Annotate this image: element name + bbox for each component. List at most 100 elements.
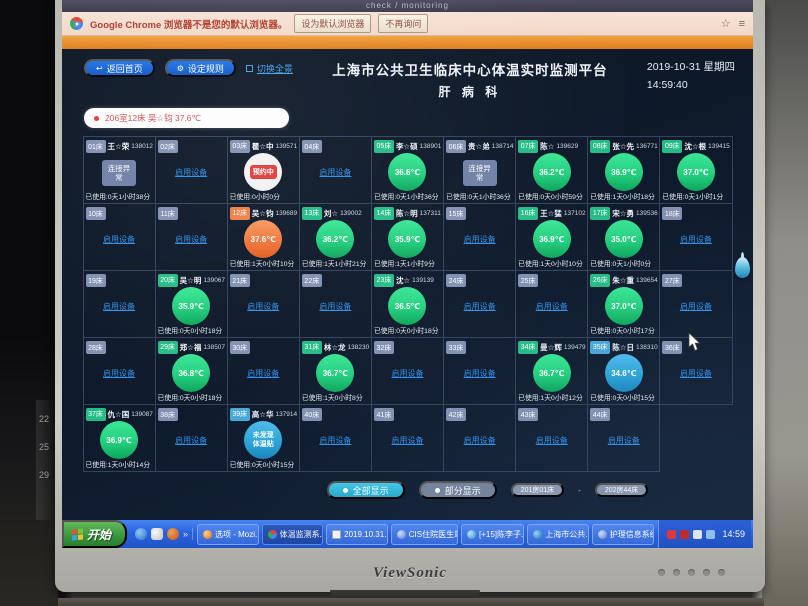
bed-card-header: 27床: [662, 273, 729, 288]
enable-device-link[interactable]: 启用设备: [607, 436, 640, 445]
enable-device-link[interactable]: 启用设备: [679, 302, 712, 311]
enable-device-link[interactable]: 启用设备: [463, 369, 496, 378]
enable-device-link[interactable]: 启用设备: [103, 235, 136, 244]
bed-number-tag: 31床: [301, 340, 322, 354]
bed-card: 05床 李☆硕 138901 36.6℃ 已使用:0天1小时36分: [371, 137, 445, 204]
bookmark-star-icon[interactable]: ☆: [720, 18, 731, 30]
taskbar-item-label: [+15]陈李子...: [478, 529, 525, 539]
enable-device-link[interactable]: 启用设备: [391, 436, 424, 445]
patient-id: 138230: [347, 343, 370, 351]
bed-card-body: 37.0℃: [662, 153, 729, 192]
toggle-panorama-link[interactable]: 切换全景: [245, 62, 293, 75]
network-icon[interactable]: [706, 529, 716, 539]
bed-card-body: 36.8℃: [158, 354, 225, 393]
temperature-circle: 36.7℃: [532, 354, 571, 393]
patient-name: 王☆猛: [540, 208, 562, 218]
taskbar-item[interactable]: 体温监测系...: [261, 523, 324, 545]
enable-device-link[interactable]: 启用设备: [535, 436, 568, 445]
taskbar-item[interactable]: [+15]陈李子...: [460, 523, 525, 545]
bed-card: 31床 林☆龙 138230 36.7℃ 已使用:1天0小时8分: [299, 338, 372, 405]
patient-name: 高☆华: [251, 409, 274, 419]
usage-time: [374, 459, 441, 470]
chrome-icon: [267, 529, 277, 539]
enable-device-link[interactable]: 启用设备: [679, 369, 712, 378]
enable-device-link[interactable]: 启用设备: [463, 302, 496, 311]
bed-number-tag: 08床: [590, 139, 611, 153]
set-rules-button[interactable]: ⚙ 设定规则: [164, 59, 236, 77]
app-icon: [597, 529, 607, 539]
bed-card-body: 启用设备: [446, 355, 513, 392]
browser-menu-icon[interactable]: ≡: [738, 17, 745, 30]
bed-card-header: 17床 宋☆勇 139536: [590, 206, 658, 220]
viewsonic-monitor: check / monitoring Google Chrome 浏览器不是您的…: [55, 0, 765, 592]
taskbar-item[interactable]: 选项 - Mozi...: [197, 523, 259, 545]
range-end-button[interactable]: 202房44床: [594, 483, 649, 497]
enable-device-link[interactable]: 启用设备: [247, 302, 280, 311]
enable-device-link[interactable]: 启用设备: [319, 436, 352, 445]
bed-card-header: 19床: [85, 273, 153, 288]
bed-card-body: 34.6℃: [590, 354, 657, 393]
return-home-button[interactable]: ↩ 返回首页: [84, 59, 155, 77]
tray-app-icon[interactable]: [667, 529, 677, 539]
enable-device-link[interactable]: 启用设备: [535, 302, 568, 311]
bed-card-body: 启用设备: [446, 288, 513, 325]
patient-name: 吴☆明: [179, 275, 202, 285]
bed-card-header: 03床 瞿☆中 139571: [229, 139, 297, 153]
bed-number-tag: 28床: [85, 341, 106, 354]
bed-card-body: 启用设备: [662, 355, 729, 392]
show-all-button[interactable]: 全部显示: [326, 481, 405, 499]
enable-device-link[interactable]: 启用设备: [391, 369, 424, 378]
bed-number-tag: 07床: [518, 139, 539, 153]
set-default-browser-button[interactable]: 设为默认浏览器: [294, 14, 372, 33]
bed-card-header: 25床: [518, 273, 585, 288]
enable-device-link[interactable]: 启用设备: [175, 168, 208, 177]
bed-card-header: 13床 刘☆ 139002: [301, 206, 369, 220]
bed-card: 28床启用设备: [83, 338, 156, 405]
patient-name: 瞿☆中: [251, 141, 274, 151]
bed-card: 01床 王☆荣 138012 连接异常 已使用:0天1小时38分: [83, 137, 156, 204]
enable-device-link[interactable]: 启用设备: [175, 235, 208, 244]
enable-device-link[interactable]: 启用设备: [103, 302, 136, 311]
bed-card-body: 36.2℃: [518, 153, 585, 192]
bed-card-header: 04床: [301, 139, 369, 154]
taskbar-item[interactable]: 护理信息系统: [591, 523, 655, 545]
bed-card: 35床 陈☆日 138310 34.6℃ 已使用:0天0小时15分: [588, 338, 661, 405]
bed-card: 37床 仇☆国 139087 36.9℃ 已使用:1天0小时14分: [83, 405, 156, 472]
bed-number-tag: 21床: [229, 274, 250, 287]
bed-card-header: 29床 郑☆福 138507: [157, 340, 226, 354]
enable-device-link[interactable]: 启用设备: [175, 436, 208, 445]
patient-name: 林☆龙: [323, 342, 346, 352]
bed-card-header: 06床 贵☆弟 138714: [446, 139, 513, 154]
usage-time: [446, 325, 513, 336]
range-start-button[interactable]: 201房01床: [510, 483, 565, 497]
enable-device-link[interactable]: 启用设备: [463, 235, 496, 244]
enable-device-link[interactable]: 启用设备: [463, 436, 496, 445]
bed-card-body: 启用设备: [518, 288, 585, 325]
enable-device-link[interactable]: 启用设备: [679, 235, 712, 244]
department-name: 肝 病 科: [438, 85, 502, 99]
taskbar-item[interactable]: 上海市公共...: [527, 523, 589, 545]
quick-launch-icon[interactable]: [135, 528, 148, 540]
page-header: ↩ 返回首页 ⚙ 设定规则 切换全景 上海市公共卫生临床中心: [62, 49, 753, 100]
volume-icon[interactable]: [693, 529, 703, 539]
start-button[interactable]: 开始: [62, 520, 128, 548]
quick-launch-icon[interactable]: [167, 528, 180, 540]
tray-app-icon[interactable]: [680, 529, 690, 539]
bed-card-header: 07床 陈☆ 139629: [518, 139, 585, 153]
dont-ask-again-button[interactable]: 不再询问: [378, 14, 429, 33]
bed-card-body: 启用设备: [158, 221, 225, 258]
temperature-circle: 36.9℃: [532, 220, 571, 259]
usage-time: [446, 459, 513, 470]
quick-launch-icon[interactable]: [151, 528, 164, 540]
enable-device-link[interactable]: 启用设备: [319, 168, 352, 177]
enable-device-link[interactable]: 启用设备: [319, 302, 352, 311]
wall: [762, 0, 808, 606]
enable-device-link[interactable]: 启用设备: [247, 369, 280, 378]
patient-id: 138507: [203, 343, 226, 351]
show-partial-button[interactable]: 部分显示: [418, 481, 497, 499]
enable-device-link[interactable]: 启用设备: [103, 369, 136, 378]
quick-launch-more-icon[interactable]: »: [183, 529, 189, 539]
taskbar-item[interactable]: CIS住院医生站: [390, 523, 458, 545]
bed-card: 18床 启用设备: [660, 204, 733, 271]
taskbar-item[interactable]: 2019.10.31...: [326, 523, 388, 545]
